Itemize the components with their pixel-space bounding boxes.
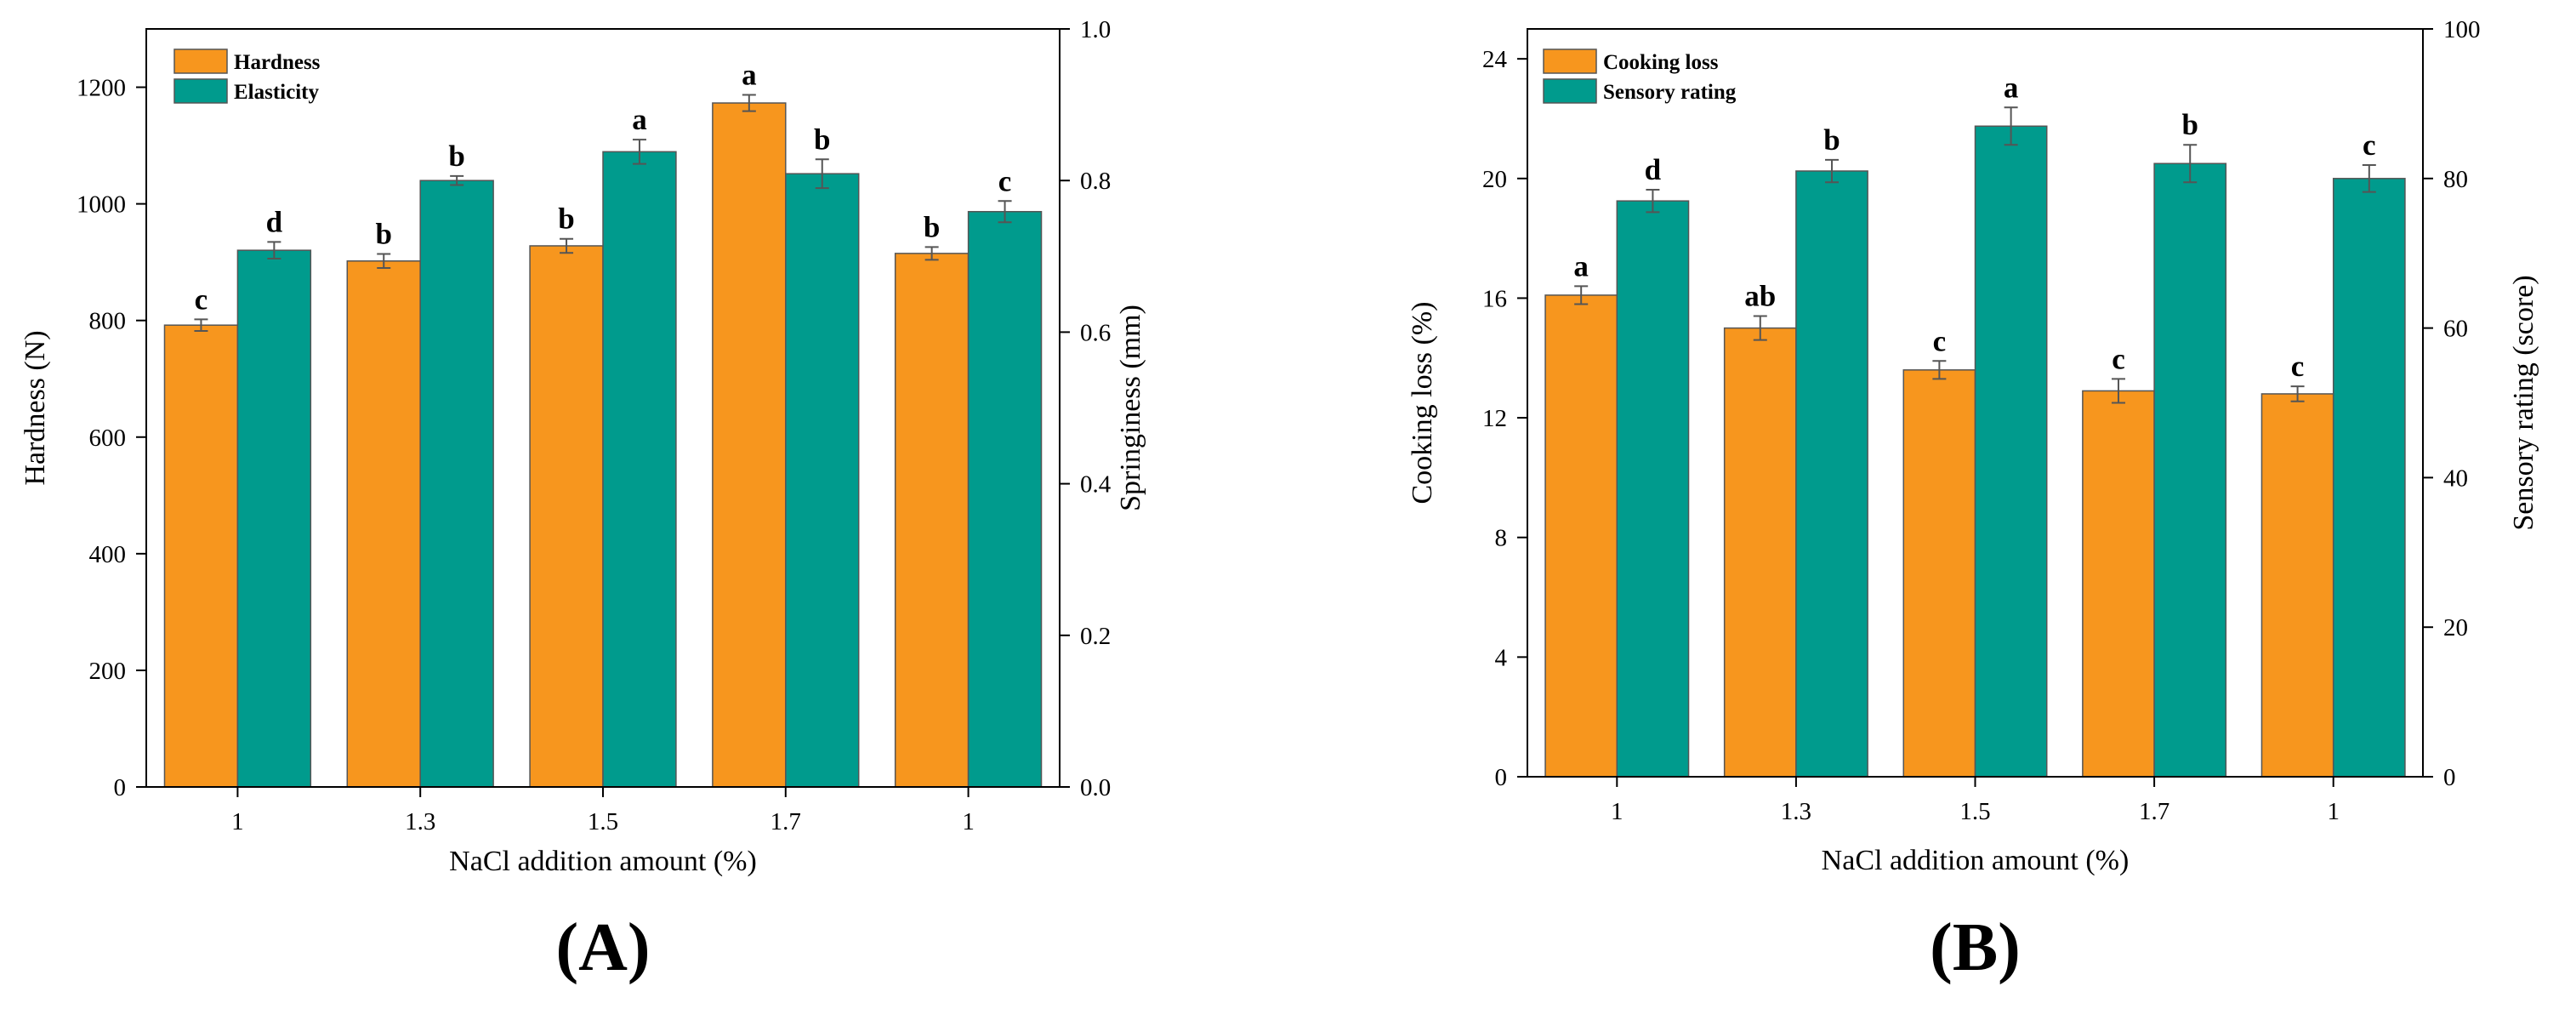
significance-label: a: [742, 58, 757, 91]
x-tick-label: 1.7: [771, 808, 801, 835]
y2-axis-title: Sensory rating (score): [2508, 275, 2539, 530]
legend-label: Elasticity: [234, 81, 319, 104]
significance-label: c: [195, 282, 208, 316]
x-tick-label: 1.5: [588, 808, 618, 835]
legend-label: Cooking loss: [1603, 51, 1719, 74]
significance-label: a: [632, 103, 647, 136]
x-tick-label: 1.3: [1781, 798, 1811, 825]
significance-label: c: [2363, 128, 2376, 162]
bar: [2332, 178, 2406, 778]
bar: [1723, 327, 1797, 778]
y-tick-label: 600: [89, 425, 127, 452]
y-tick-label: 8: [1495, 525, 1508, 552]
bar: [712, 102, 787, 788]
y-tick-label: 1200: [77, 75, 126, 102]
y-tick-label: 16: [1482, 285, 1507, 312]
y-tick-label: 800: [89, 308, 127, 335]
x-tick-label: 1.7: [2139, 798, 2169, 825]
y2-tick-label: 20: [2443, 614, 2468, 641]
legend-swatch: [1543, 78, 1597, 104]
significance-label: b: [376, 218, 392, 251]
y2-tick-label: 40: [2443, 465, 2468, 492]
significance-label: a: [2004, 71, 2019, 104]
significance-label: d: [266, 205, 283, 238]
panel-label: (A): [555, 910, 650, 985]
y2-tick-label: 0.4: [1080, 471, 1112, 499]
y-tick-label: 1000: [77, 191, 126, 219]
x-tick-label: 1: [1611, 798, 1624, 825]
y2-axis-title: Springiness (mm): [1115, 305, 1146, 511]
significance-label: d: [1645, 153, 1662, 186]
legend-swatch: [173, 78, 228, 104]
chart-panel-a: c b b a b d b a b c 0 200 400 600 800 1000 1200 0.0 0.2 0.4…: [20, 16, 1146, 985]
bar: [346, 260, 421, 788]
panel-label: (B): [1930, 910, 2021, 985]
y2-tick-label: 0.6: [1080, 319, 1111, 346]
significance-label: b: [2181, 108, 2198, 141]
x-tick-label: 1: [231, 808, 244, 835]
significance-label: b: [1823, 123, 1840, 157]
y-tick-label: 12: [1482, 405, 1507, 432]
x-tick-label: 1.3: [405, 808, 435, 835]
y2-tick-label: 80: [2443, 166, 2468, 193]
bar: [1544, 294, 1618, 778]
y2-tick-label: 0: [2443, 764, 2456, 791]
y-tick-label: 4: [1495, 644, 1508, 671]
significance-label: c: [1933, 324, 1947, 357]
legend-swatch: [1543, 48, 1597, 74]
y-tick-label: 20: [1482, 166, 1507, 193]
y-tick-label: 0: [1495, 764, 1508, 791]
x-tick-label: 1: [962, 808, 975, 835]
significance-label: c: [2291, 350, 2305, 383]
significance-label: b: [558, 202, 574, 236]
bar: [529, 245, 604, 788]
y2-tick-label: 60: [2443, 316, 2468, 343]
bar: [894, 253, 970, 788]
y2-tick-label: 0.0: [1080, 774, 1111, 801]
legend-label: Hardness: [234, 51, 321, 74]
x-tick-label: 1: [2327, 798, 2340, 825]
bar: [163, 324, 239, 788]
bar: [2260, 393, 2334, 778]
y-tick-label: 400: [89, 541, 127, 568]
bar: [419, 180, 494, 788]
bar: [1974, 125, 2048, 778]
significance-label: a: [1573, 249, 1589, 282]
bar: [967, 210, 1043, 788]
y2-tick-label: 0.2: [1080, 623, 1111, 650]
significance-label: c: [998, 164, 1012, 197]
bar: [602, 151, 677, 788]
legend-label: Sensory rating: [1603, 81, 1737, 104]
y2-tick-label: 0.8: [1080, 168, 1111, 195]
significance-label: b: [448, 140, 464, 173]
bar: [236, 249, 312, 788]
y-axis-title: Hardness (N): [20, 330, 51, 485]
y2-tick-label: 1.0: [1080, 16, 1111, 43]
y-tick-label: 200: [89, 658, 127, 685]
bar: [2153, 162, 2227, 778]
x-axis-title: NaCl addition amount (%): [449, 846, 757, 877]
significance-label: b: [814, 123, 830, 156]
bar: [2082, 390, 2155, 778]
y-tick-label: 0: [114, 774, 127, 801]
y-axis-title: Cooking loss (%): [1407, 302, 1438, 504]
bar: [1616, 200, 1690, 778]
bar: [1795, 170, 1868, 778]
significance-label: b: [924, 210, 940, 243]
x-axis-title: NaCl addition amount (%): [1822, 845, 2130, 876]
legend-swatch: [173, 48, 228, 74]
bar: [1902, 369, 1976, 778]
significance-label: ab: [1744, 280, 1776, 313]
x-tick-label: 1.5: [1959, 798, 1990, 825]
y2-tick-label: 100: [2443, 16, 2481, 43]
significance-label: c: [2112, 342, 2125, 375]
y-tick-label: 24: [1482, 46, 1508, 73]
bar: [785, 173, 860, 788]
